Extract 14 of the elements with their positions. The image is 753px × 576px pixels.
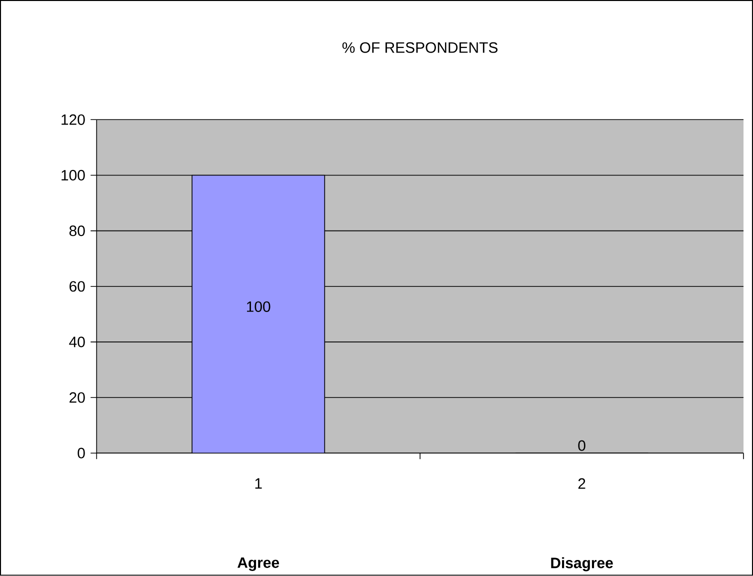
- x-tick-label: 2: [578, 478, 586, 489]
- data-label: 100: [247, 301, 270, 312]
- text: Agree: [238, 557, 280, 571]
- y-tick-label: 120: [62, 114, 85, 125]
- text: Disagree: [551, 557, 613, 572]
- data-label: 0: [578, 440, 586, 451]
- x-tick-label: 1: [255, 478, 262, 488]
- chart-title: % OF RESPONDENTS: [342, 42, 498, 53]
- y-tick-label: 20: [70, 392, 85, 403]
- y-tick-label: 0: [78, 448, 85, 458]
- y-tick-label: 100: [62, 170, 85, 180]
- y-tick-label: 40: [69, 336, 85, 348]
- y-tick-label: 80: [69, 225, 85, 236]
- y-tick-label: 60: [70, 280, 85, 292]
